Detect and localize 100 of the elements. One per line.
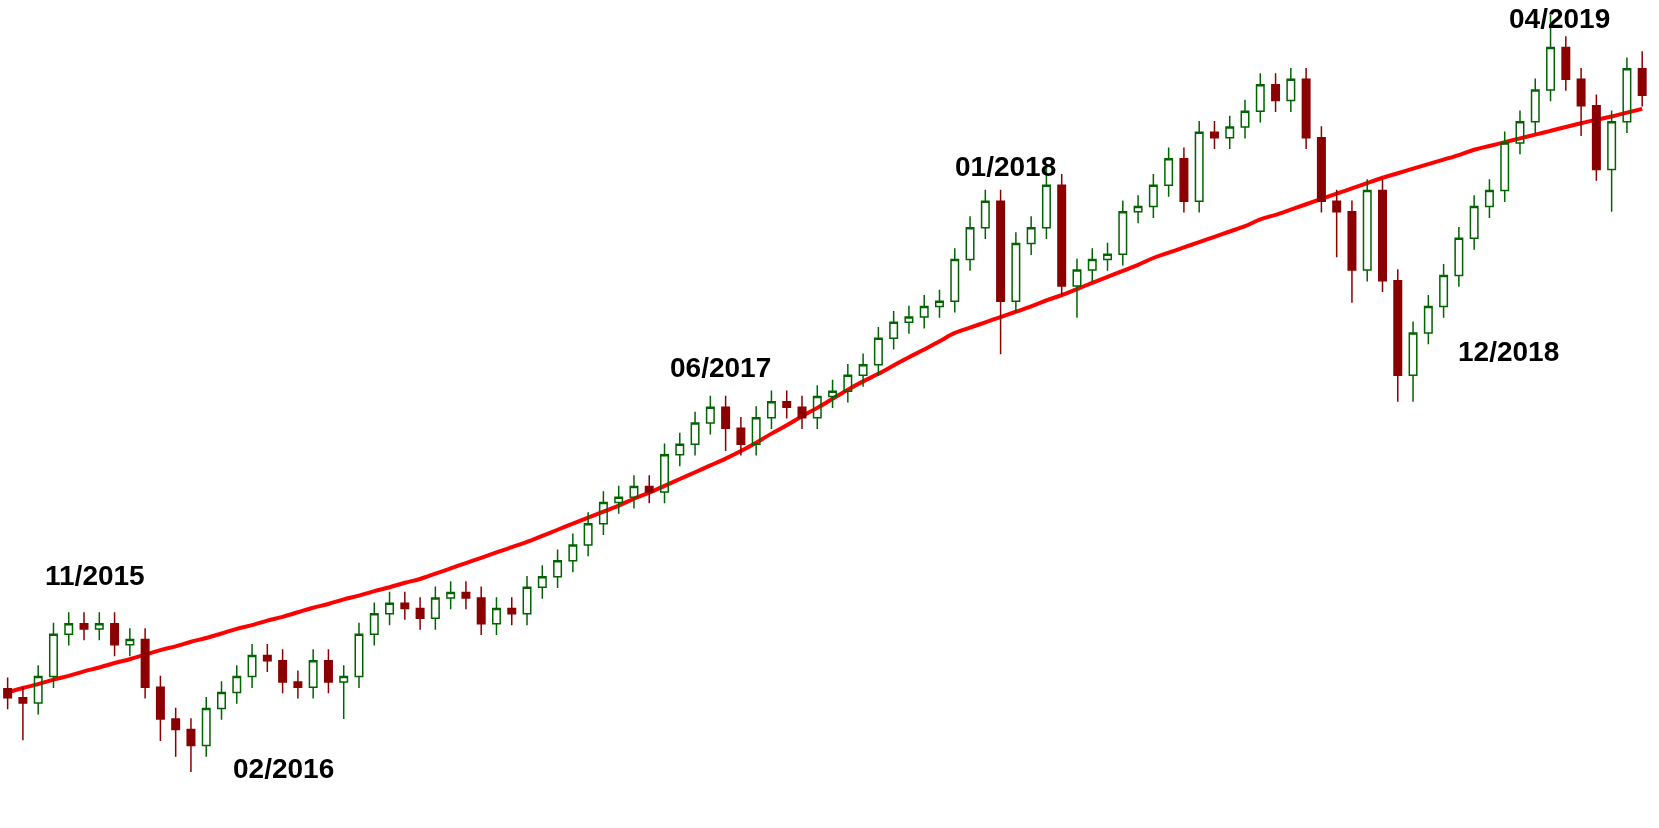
candlestick: [1393, 268, 1403, 403]
candlestick: [843, 363, 853, 404]
candlestick: [491, 596, 501, 636]
candlestick: [79, 611, 89, 642]
candlestick: [461, 580, 471, 610]
candlestick: [110, 611, 120, 657]
candlestick: [1591, 93, 1601, 182]
candlestick: [18, 685, 28, 741]
candlestick: [94, 611, 104, 642]
candlestick: [873, 326, 883, 377]
candlestick: [201, 696, 211, 758]
candlestick: [247, 643, 257, 689]
candlestick: [1271, 72, 1281, 113]
candlestick: [1301, 67, 1311, 150]
candlestick: [1622, 56, 1632, 134]
candlestick: [1439, 263, 1449, 319]
candlestick: [1637, 50, 1647, 108]
candlestick: [858, 352, 868, 388]
candlestick: [1011, 231, 1021, 314]
candlestick: [293, 669, 303, 700]
candlestick: [736, 416, 746, 457]
candlestick: [1148, 173, 1158, 219]
candlestick: [537, 564, 547, 600]
candlestick: [1179, 146, 1189, 214]
candlestick: [1347, 199, 1357, 304]
candlestick: [507, 596, 517, 626]
candlestick: [721, 395, 731, 452]
candlestick: [33, 664, 43, 716]
candlestick: [889, 310, 899, 351]
candlestick: [766, 389, 776, 430]
candlestick: [553, 548, 563, 589]
candlestick: [644, 474, 654, 505]
candlestick: [1194, 120, 1204, 214]
candlestick: [690, 410, 700, 457]
annotation: 01/2018: [955, 151, 1057, 182]
candlestick: [1255, 72, 1265, 124]
candlestick: [415, 596, 425, 631]
candlestick: [308, 648, 318, 700]
candlestick: [919, 294, 929, 330]
candlestick: [232, 664, 242, 705]
candlestick: [950, 247, 960, 314]
candlestick: [675, 432, 685, 467]
candlestick: [1408, 320, 1418, 403]
candlestick: [522, 575, 532, 626]
candlestick: [323, 648, 333, 695]
candlestick: [1332, 189, 1342, 258]
candlestick: [1225, 114, 1235, 150]
candlestick: [171, 706, 181, 758]
candlestick: [629, 474, 639, 510]
candlestick: [385, 591, 395, 626]
candlestick: [278, 648, 288, 695]
candlestick: [660, 442, 670, 505]
candlestick: [935, 289, 944, 319]
annotation: 12/2018: [1458, 336, 1560, 367]
candlestick: [965, 215, 975, 272]
annotation: 04/2019: [1509, 3, 1611, 34]
candlestick: [1362, 178, 1372, 283]
candlestick: [812, 384, 822, 430]
candlestick: [1378, 178, 1387, 293]
candlestick: [339, 664, 349, 720]
candlestick: [782, 389, 792, 420]
annotation: 06/2017: [670, 352, 772, 383]
candlestick: [1500, 130, 1510, 203]
candlestick: [1057, 173, 1067, 299]
candlestick: [1164, 146, 1174, 198]
candlestick: [1515, 109, 1525, 156]
candlestick: [186, 717, 196, 772]
candlestick: [705, 395, 715, 436]
candlestick: [1454, 226, 1464, 288]
candlestick: [446, 580, 456, 610]
candlestick: [568, 532, 578, 573]
candlestick: [1484, 178, 1494, 219]
candlestick: [1286, 67, 1296, 113]
candlestick: [217, 680, 226, 721]
candlestick: [1026, 215, 1036, 256]
candlestick: [996, 189, 1006, 355]
candlestick: [828, 379, 838, 409]
candlestick: [614, 485, 624, 515]
candlestick: [1087, 247, 1097, 283]
candlestick: [751, 405, 761, 457]
candlestick: [1423, 294, 1433, 346]
candlestick: [583, 511, 593, 558]
candlestick: [1316, 125, 1326, 214]
candlestick: [64, 611, 74, 647]
candlestick: [48, 622, 58, 689]
candlestick: [3, 676, 13, 710]
candlestick: [1576, 67, 1586, 137]
candlestick: [430, 585, 440, 631]
candlestick: [598, 490, 608, 536]
candlestick: [797, 395, 807, 430]
candlestick: [1469, 194, 1479, 251]
annotation: 11/2015: [45, 560, 145, 591]
candlestick: [354, 622, 364, 689]
candlestick: [155, 675, 165, 742]
candlestick: [1561, 35, 1571, 92]
annotation: 02/2016: [233, 753, 335, 784]
candlestick: [1607, 109, 1617, 213]
candlestick: [140, 627, 150, 700]
candlestick: [1209, 120, 1219, 150]
candlestick: [400, 591, 410, 621]
